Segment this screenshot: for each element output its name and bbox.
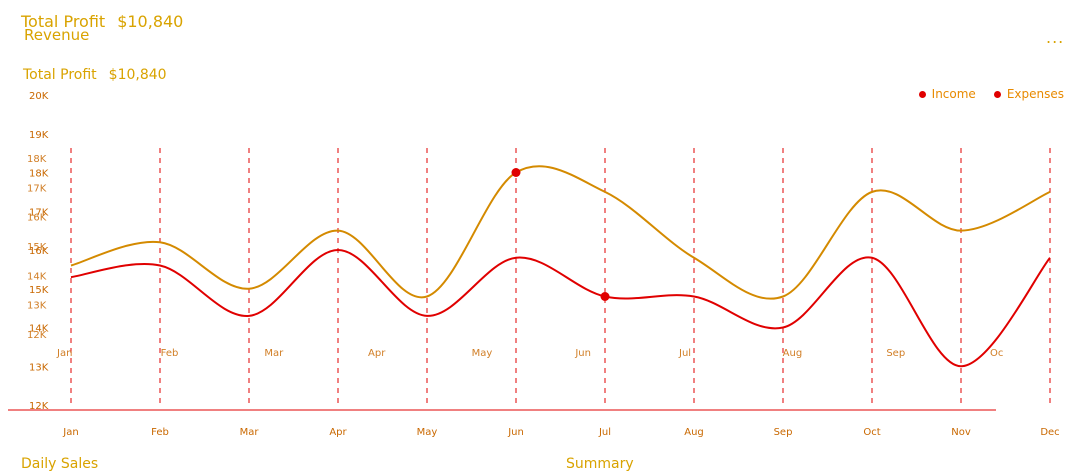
legend-item-expenses[interactable]: Expenses <box>993 87 1064 101</box>
legend-item-income[interactable]: Income <box>918 87 976 101</box>
x-tick-label: Apr <box>329 427 347 438</box>
ghost-x-tick-label: Feb <box>161 348 179 359</box>
series-line-income <box>70 165 1051 300</box>
ghost-x-tick-label: Oc <box>990 348 1003 359</box>
ghost-y-tick-label: 17K <box>27 183 47 194</box>
total-profit: Total Profit $10,840 <box>23 67 167 83</box>
ghost-y-tick-label: 15K <box>27 242 47 253</box>
y-tick-label: 13K <box>29 362 49 373</box>
card-title: Revenue <box>24 26 90 44</box>
x-tick-label: May <box>417 427 438 438</box>
more-options-icon[interactable]: ... <box>1046 28 1065 47</box>
y-tick-label: 12K <box>29 401 49 412</box>
highlight-point-expenses <box>600 292 610 301</box>
legend-income-dot <box>918 90 926 98</box>
y-tick-label: 19K <box>29 130 49 141</box>
x-tick-label: Dec <box>1040 427 1059 438</box>
x-tick-label: Nov <box>951 427 971 438</box>
y-tick-label: 14K <box>29 324 49 335</box>
ghost-y-tick-label: 12K <box>27 330 47 341</box>
highlight-point-income <box>511 168 521 177</box>
x-tick-label: Mar <box>240 427 260 438</box>
x-tick-label: Jun <box>507 427 524 438</box>
ghost-x-tick-label: Apr <box>368 348 386 359</box>
ghost-x-tick-label: Jun <box>574 348 591 359</box>
daily-sales-title: Daily Sales <box>21 456 99 472</box>
y-tick-label: 18K <box>29 169 49 180</box>
ghost-x-tick-label: May <box>472 348 493 359</box>
ghost-title-value: $10,840 <box>117 12 184 31</box>
x-tick-label: Oct <box>863 427 880 438</box>
ghost-x-tick-label: Mar <box>264 348 284 359</box>
y-tick-label: 20K <box>29 91 49 102</box>
total-profit-value: $10,840 <box>108 67 167 83</box>
total-profit-label: Total Profit <box>23 67 97 83</box>
x-tick-label: Jan <box>62 427 78 438</box>
chart-legend: Income Expenses <box>918 87 1064 101</box>
ghost-title-label: Total Profit <box>21 12 106 31</box>
ghost-x-tick-label: Sep <box>886 348 905 359</box>
series-line-expenses <box>70 248 1051 368</box>
ghost-y-tick-label: 18K <box>27 154 47 165</box>
ghost-x-tick-label: Jan <box>56 348 72 359</box>
summary-title: Summary <box>566 456 634 472</box>
ghost-y-tick-label: 14K <box>27 271 47 282</box>
ghost-x-tick-label: Aug <box>783 348 803 359</box>
ghost-total-profit: Total Profit $10,840 <box>21 12 183 31</box>
legend-expenses-label: Expenses <box>1006 87 1064 101</box>
y-tick-label: 17K <box>29 207 49 218</box>
x-tick-label: Jul <box>598 427 611 438</box>
y-tick-label: 16K <box>29 246 49 257</box>
x-tick-label: Aug <box>684 427 704 438</box>
y-tick-label: 15K <box>29 285 49 296</box>
legend-income-label: Income <box>931 87 976 101</box>
ghost-y-tick-label: 13K <box>27 301 47 312</box>
x-tick-label: Sep <box>774 427 793 438</box>
x-tick-label: Feb <box>151 427 169 438</box>
legend-expenses-dot <box>993 90 1001 98</box>
ghost-y-tick-label: 16K <box>27 213 47 224</box>
ghost-x-tick-label: Jul <box>678 348 691 359</box>
